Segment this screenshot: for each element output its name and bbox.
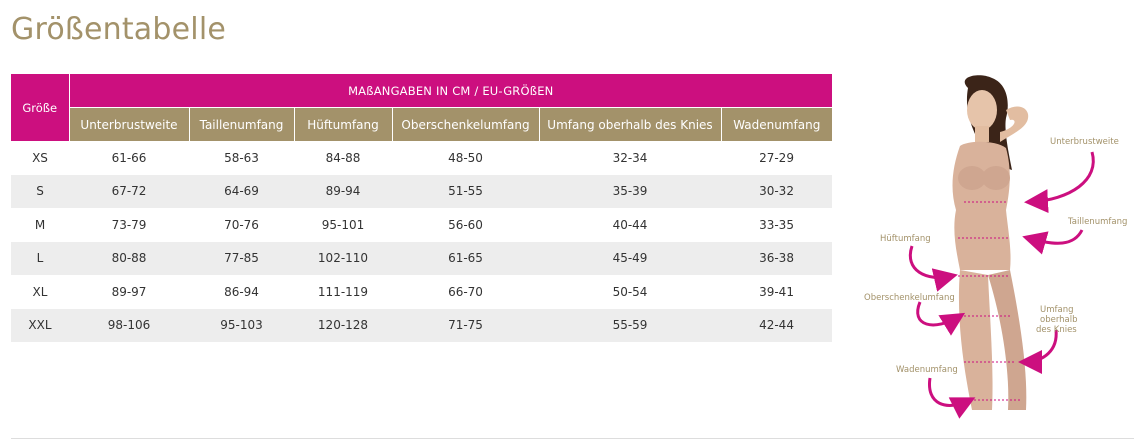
table-row: XS 61-66 58-63 84-88 48-50 32-34 27-29 — [11, 141, 832, 175]
label-taillenumfang: Taillenumfang — [1067, 217, 1127, 227]
table-cell: 51-55 — [392, 174, 539, 208]
size-column-header: Größe — [11, 74, 70, 141]
size-cell: L — [11, 241, 69, 275]
table-cell: 40-44 — [612, 217, 648, 232]
table-cell: 27-29 — [759, 150, 794, 165]
table-cell: 30-32 — [721, 174, 833, 208]
table-cell: 55-59 — [539, 308, 721, 342]
model-arm — [1000, 106, 1029, 142]
table-cell: 98-106 — [69, 308, 189, 342]
label-oberschenkelumfang: Oberschenkelumfang — [864, 293, 955, 303]
table-cell: 58-63 — [224, 150, 259, 165]
size-cell: M — [34, 217, 46, 232]
table-cell: 66-70 — [448, 284, 483, 299]
measurement-guide-figure: Unterbrustweite Taillenumfang Hüftumfang… — [860, 70, 1130, 440]
table-cell: 35-39 — [539, 174, 721, 208]
table-cell: 42-44 — [721, 308, 833, 342]
table-cell: 70-76 — [224, 217, 259, 232]
model-head — [967, 90, 997, 130]
table-cell: 45-49 — [539, 241, 721, 275]
table-cell: 56-60 — [448, 217, 483, 232]
table-cell: 64-69 — [189, 174, 294, 208]
size-cell: XXL — [11, 308, 69, 342]
bottom-divider — [11, 438, 1134, 439]
label-wadenumfang: Wadenumfang — [896, 365, 958, 375]
table-cell: 95-103 — [189, 308, 294, 342]
table-row: S 67-72 64-69 89-94 51-55 35-39 30-32 — [11, 174, 833, 208]
table-cell: 71-75 — [392, 308, 539, 342]
column-header-hueftumfang: Hüftumfang — [294, 107, 393, 141]
table-cell: 77-85 — [189, 241, 294, 275]
column-header-oberschenkelumfang: Oberschenkelumfang — [392, 107, 540, 141]
table-cell: 111-119 — [317, 284, 369, 299]
page-title: Größentabelle — [11, 12, 227, 47]
label-hueftumfang: Hüftumfang — [880, 234, 931, 244]
model-torso — [952, 141, 1011, 270]
column-header-unterbrustweite: Unterbrustweite — [69, 107, 190, 141]
table-cell: 95-101 — [321, 217, 365, 232]
table-cell: 36-38 — [721, 241, 833, 275]
table-row: XL 89-97 86-94 111-119 66-70 50-54 39-41 — [11, 275, 832, 309]
label-unterbrustweite: Unterbrustweite — [1050, 137, 1119, 147]
table-cell: 86-94 — [224, 284, 259, 299]
table-cell: 48-50 — [448, 150, 483, 165]
table-row: L 80-88 77-85 102-110 61-65 45-49 36-38 — [11, 241, 833, 275]
size-cell: S — [11, 174, 69, 208]
model-legs — [958, 270, 993, 410]
table-cell: 33-35 — [759, 217, 794, 232]
column-header-knieumfang: Umfang oberhalb des Knies — [539, 107, 722, 141]
table-cell: 89-94 — [294, 174, 392, 208]
table-cell: 120-128 — [294, 308, 392, 342]
table-cell: 61-65 — [392, 241, 539, 275]
table-cell: 67-72 — [69, 174, 189, 208]
label-knie-line1: Umfang — [1040, 305, 1074, 315]
table-cell: 50-54 — [612, 284, 648, 299]
column-header-taillenumfang: Taillenumfang — [189, 107, 295, 141]
table-cell: 89-97 — [111, 284, 147, 299]
label-knie-line2: oberhalb — [1040, 315, 1078, 325]
table-row: XXL 98-106 95-103 120-128 71-75 55-59 42… — [11, 308, 833, 342]
table-cell: 73-79 — [111, 217, 147, 232]
size-cell: XL — [32, 284, 48, 299]
size-chart-table: Größe MAßANGABEN IN CM / EU-GRÖßEN Unter… — [11, 74, 833, 342]
table-cell: 39-41 — [759, 284, 794, 299]
table-cell: 61-66 — [111, 150, 147, 165]
table-cell: 102-110 — [294, 241, 392, 275]
label-knie-line3: des Knies — [1036, 325, 1077, 335]
table-cell: 32-34 — [612, 150, 648, 165]
measurements-group-header: MAßANGABEN IN CM / EU-GRÖßEN — [69, 74, 833, 108]
table-cell: 84-88 — [325, 150, 361, 165]
table-cell: 80-88 — [69, 241, 189, 275]
column-header-wadenumfang: Wadenumfang — [721, 107, 833, 141]
table-row: M 73-79 70-76 95-101 56-60 40-44 33-35 — [11, 208, 832, 242]
size-cell: XS — [32, 150, 48, 165]
